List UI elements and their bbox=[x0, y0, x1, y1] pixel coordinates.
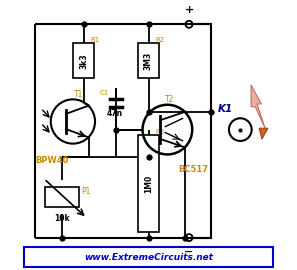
Text: −: − bbox=[184, 247, 194, 257]
Text: 47n: 47n bbox=[107, 109, 123, 118]
Polygon shape bbox=[251, 85, 265, 128]
Polygon shape bbox=[259, 128, 268, 139]
Text: 3k3: 3k3 bbox=[79, 53, 88, 69]
Text: K1: K1 bbox=[218, 104, 233, 114]
FancyBboxPatch shape bbox=[45, 187, 79, 207]
Text: R2: R2 bbox=[155, 37, 164, 43]
Text: BC517: BC517 bbox=[178, 165, 208, 174]
FancyBboxPatch shape bbox=[73, 43, 94, 78]
Text: C1: C1 bbox=[100, 90, 109, 96]
Text: www.ExtremeCircuits.net: www.ExtremeCircuits.net bbox=[84, 252, 213, 262]
Text: T1: T1 bbox=[74, 90, 84, 99]
Text: 1M0: 1M0 bbox=[144, 174, 153, 193]
Text: R3: R3 bbox=[155, 129, 165, 135]
FancyBboxPatch shape bbox=[138, 135, 159, 232]
FancyBboxPatch shape bbox=[138, 43, 159, 78]
Text: BPW40: BPW40 bbox=[35, 156, 69, 165]
Text: 10k: 10k bbox=[54, 214, 70, 222]
FancyBboxPatch shape bbox=[24, 247, 273, 267]
Text: R1: R1 bbox=[91, 37, 100, 43]
Text: T2: T2 bbox=[165, 95, 174, 104]
Text: P1: P1 bbox=[82, 187, 91, 196]
Text: +: + bbox=[184, 5, 194, 15]
Text: 3M3: 3M3 bbox=[144, 52, 153, 70]
